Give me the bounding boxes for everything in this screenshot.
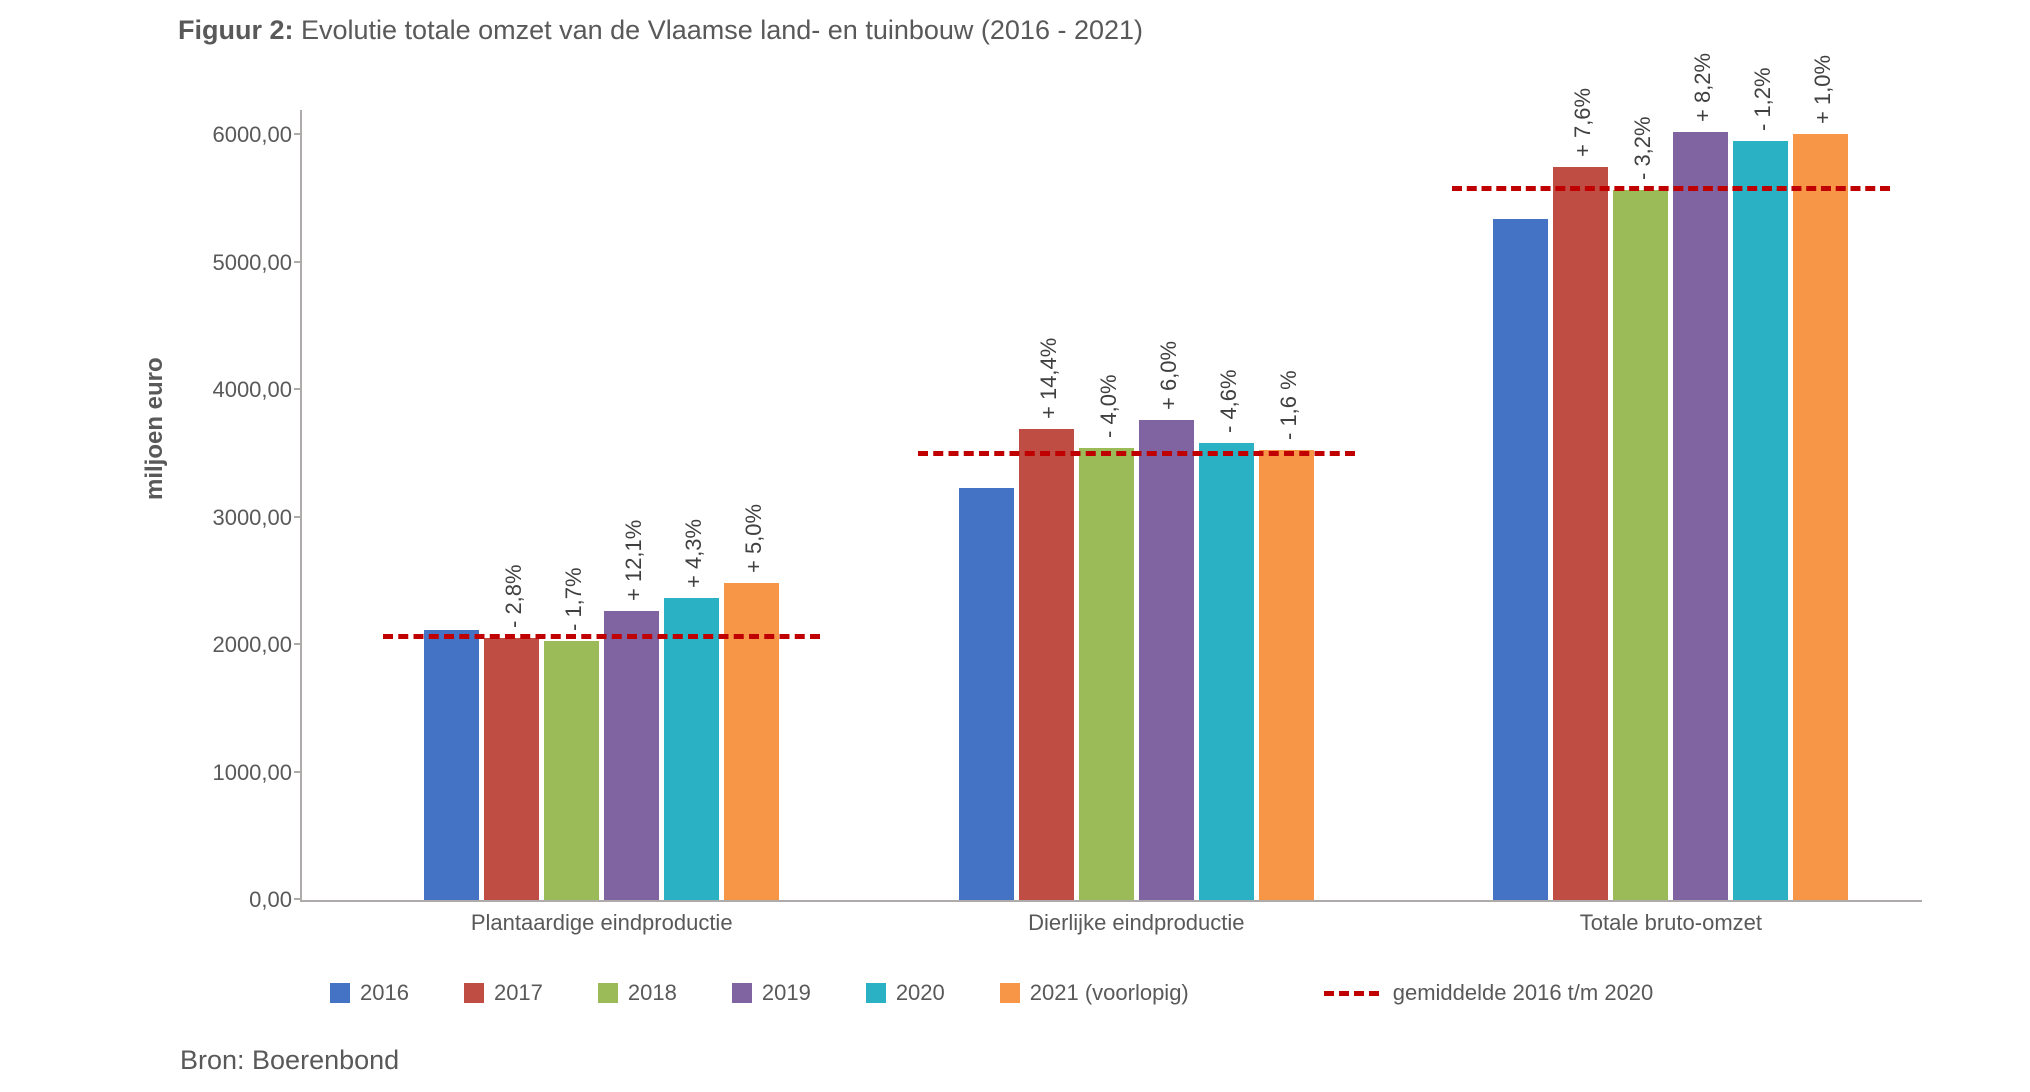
- legend-item: 2019: [732, 980, 811, 1006]
- legend-item-mean: gemiddelde 2016 t/m 2020: [1324, 980, 1654, 1006]
- legend-swatch: [1000, 983, 1020, 1003]
- bar-data-label: + 5,0%: [741, 504, 767, 573]
- bar: [1733, 141, 1788, 900]
- bar: [959, 488, 1014, 900]
- plot-area: 0,001000,002000,003000,004000,005000,006…: [300, 110, 1922, 902]
- bar: [484, 638, 539, 900]
- legend-item: 2018: [598, 980, 677, 1006]
- legend-swatch: [330, 983, 350, 1003]
- y-axis-label: miljoen euro: [141, 357, 169, 500]
- legend-swatch: [732, 983, 752, 1003]
- legend-swatch: [598, 983, 618, 1003]
- y-tick-label: 3000,00: [172, 505, 292, 531]
- bar: [424, 630, 479, 900]
- bar-data-label: - 3,2%: [1630, 117, 1656, 181]
- bar: [604, 611, 659, 900]
- bar: [1553, 167, 1608, 900]
- y-tick-label: 4000,00: [172, 377, 292, 403]
- chart-title: Figuur 2: Evolutie totale omzet van de V…: [178, 15, 1143, 46]
- bar-data-label: + 6,0%: [1156, 341, 1182, 410]
- legend-label: gemiddelde 2016 t/m 2020: [1393, 980, 1654, 1006]
- legend-label: 2020: [896, 980, 945, 1006]
- bar: [1493, 219, 1548, 900]
- bar: [1673, 132, 1728, 900]
- y-tick-label: 1000,00: [172, 760, 292, 786]
- bar-data-label: - 4,6%: [1216, 369, 1242, 433]
- y-tick-mark: [294, 898, 302, 900]
- x-category-label: Totale bruto-omzet: [1580, 910, 1762, 936]
- mean-reference-line: [383, 634, 820, 639]
- legend-label: 2017: [494, 980, 543, 1006]
- bar-data-label: + 8,2%: [1690, 53, 1716, 122]
- bar-data-label: - 1,7%: [561, 568, 587, 632]
- bar: [1079, 448, 1134, 900]
- y-tick-mark: [294, 516, 302, 518]
- y-tick-mark: [294, 771, 302, 773]
- bar: [544, 641, 599, 900]
- legend-label: 2021 (voorlopig): [1030, 980, 1189, 1006]
- y-tick-label: 0,00: [172, 887, 292, 913]
- bar-data-label: - 4,0%: [1096, 374, 1122, 438]
- bar: [1793, 134, 1848, 900]
- y-tick-mark: [294, 643, 302, 645]
- legend-swatch: [866, 983, 886, 1003]
- bar-data-label: + 7,6%: [1570, 88, 1596, 157]
- bar: [1139, 420, 1194, 900]
- bar-data-label: + 4,3%: [681, 519, 707, 588]
- chart-title-text: Evolutie totale omzet van de Vlaamse lan…: [301, 15, 1143, 45]
- bar: [1259, 450, 1314, 900]
- chart-title-prefix: Figuur 2:: [178, 15, 301, 45]
- mean-reference-line: [918, 451, 1355, 456]
- legend-item: 2017: [464, 980, 543, 1006]
- legend-label: 2019: [762, 980, 811, 1006]
- bar: [724, 583, 779, 900]
- y-tick-label: 5000,00: [172, 250, 292, 276]
- bar: [1613, 190, 1668, 900]
- legend-item: 2021 (voorlopig): [1000, 980, 1189, 1006]
- legend-swatch: [464, 983, 484, 1003]
- bar-data-label: - 2,8%: [501, 564, 527, 628]
- legend: 2016 2017 2018 2019 2020 2021 (voorlopig) gemi…: [330, 980, 1920, 1012]
- bar-data-label: + 12,1%: [621, 519, 647, 600]
- legend-dash-icon: [1324, 991, 1379, 996]
- bar-data-label: + 14,4%: [1036, 337, 1062, 418]
- x-category-label: Plantaardige eindproductie: [471, 910, 733, 936]
- legend-label: 2016: [360, 980, 409, 1006]
- bar: [664, 598, 719, 900]
- legend-label: 2018: [628, 980, 677, 1006]
- bar-data-label: - 1,6 %: [1276, 371, 1302, 441]
- bar-data-label: - 1,2%: [1750, 68, 1776, 132]
- y-tick-label: 6000,00: [172, 122, 292, 148]
- y-tick-mark: [294, 133, 302, 135]
- x-category-label: Dierlijke eindproductie: [1028, 910, 1244, 936]
- legend-item: 2016: [330, 980, 409, 1006]
- bar: [1019, 429, 1074, 900]
- bar: [1199, 443, 1254, 900]
- mean-reference-line: [1452, 186, 1889, 191]
- y-tick-mark: [294, 261, 302, 263]
- legend-item: 2020: [866, 980, 945, 1006]
- y-tick-mark: [294, 388, 302, 390]
- chart-source: Bron: Boerenbond: [180, 1045, 399, 1076]
- y-tick-label: 2000,00: [172, 632, 292, 658]
- bar-data-label: + 1,0%: [1810, 54, 1836, 123]
